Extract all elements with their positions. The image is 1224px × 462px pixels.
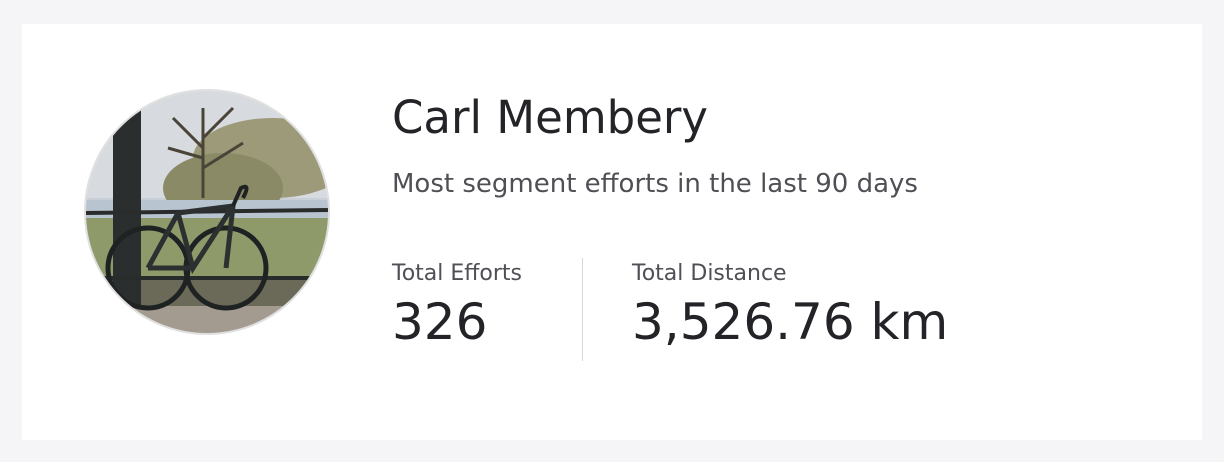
athlete-subtitle: Most segment efforts in the last 90 days — [392, 169, 918, 199]
stat: Total Efforts 326 — [392, 258, 522, 352]
avatar — [84, 89, 330, 335]
divider — [582, 258, 583, 361]
stat-value: 326 — [392, 293, 488, 351]
athlete-name: Carl Membery — [392, 91, 709, 144]
stat: Total Distance 3,526.76 km — [632, 258, 948, 352]
stat-label: Total Efforts — [392, 261, 523, 286]
stat-value: 3,526.76 km — [632, 293, 949, 351]
stat-label: Total Distance — [632, 261, 787, 286]
